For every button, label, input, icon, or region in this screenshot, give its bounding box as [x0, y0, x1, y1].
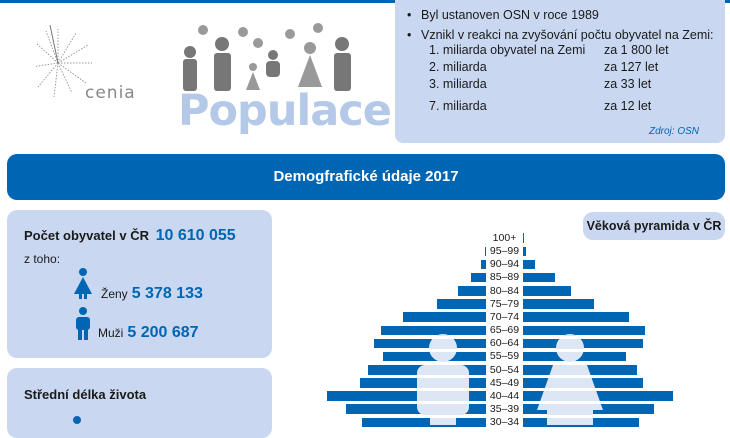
row-separator [300, 336, 700, 339]
row-label: 1. miliarda obyvatel na Zemi [429, 42, 604, 59]
bar-female [523, 404, 654, 414]
info-bullet: Byl ustanoven OSN v roce 1989 [407, 8, 725, 22]
total-value: 10 610 055 [156, 227, 236, 244]
bar-male [403, 312, 486, 322]
age-label: 60–64 [486, 337, 523, 349]
bar-male [471, 272, 486, 282]
women-label: Ženy [101, 287, 128, 301]
source-note: Zdroj: OSN [649, 126, 699, 137]
bar-female [523, 391, 673, 401]
bar-female [523, 365, 637, 375]
bar-female [523, 286, 571, 296]
bar-male [346, 404, 486, 414]
bar-male [458, 286, 486, 296]
man-icon [73, 307, 93, 341]
row-separator [300, 362, 700, 365]
age-label: 65–69 [486, 324, 523, 336]
cenia-logo-text: cenia [85, 83, 136, 103]
women-count: Ženy 5 378 133 [101, 285, 203, 303]
age-label: 45–49 [486, 377, 523, 389]
row-separator [300, 375, 700, 378]
row-separator [300, 388, 700, 391]
section-banner: Demogfrafické údaje 2017 [7, 154, 725, 200]
men-label: Muži [98, 326, 123, 340]
row-separator [300, 244, 700, 247]
bar-female [523, 272, 555, 282]
age-label: 35–39 [486, 403, 523, 415]
population-total: Počet obyvatel v ČR 10 610 055 [24, 227, 236, 245]
bar-male [381, 325, 486, 335]
age-label: 85–89 [486, 271, 523, 283]
bar-male [481, 259, 486, 269]
bar-female [523, 338, 643, 348]
bar-male [383, 351, 486, 361]
page-title: Populace [178, 86, 391, 136]
bar-female [523, 325, 645, 335]
row-label: 2. miliarda [429, 59, 604, 76]
bar-female [523, 259, 535, 269]
subtitle: z toho: [24, 252, 60, 266]
row-separator [300, 283, 700, 286]
row-value: za 12 let [604, 98, 651, 115]
age-label: 75–79 [486, 298, 523, 310]
men-count: Muži 5 200 687 [98, 324, 199, 342]
bar-female [523, 417, 639, 427]
bar-male [327, 391, 486, 401]
age-label: 100+ [486, 232, 523, 244]
row-separator [300, 296, 700, 299]
row-separator [300, 309, 700, 312]
age-label: 40–44 [486, 390, 523, 402]
age-label: 80–84 [486, 285, 523, 297]
row-value: za 127 let [604, 59, 658, 76]
life-expectancy-title: Střední délka života [24, 387, 146, 402]
info-box: Byl ustanoven OSN v roce 1989 Vznikl v r… [395, 0, 725, 143]
bar-female [523, 299, 594, 309]
row-label: 3. miliarda [429, 76, 604, 93]
total-label: Počet obyvatel v ČR [24, 228, 149, 243]
bar-female [523, 378, 643, 388]
bar-male [374, 338, 486, 348]
bar-male [485, 246, 486, 256]
row-separator [300, 349, 700, 352]
row-separator [300, 401, 700, 404]
women-value: 5 378 133 [132, 285, 203, 302]
age-label: 95–99 [486, 245, 523, 257]
age-label: 70–74 [486, 311, 523, 323]
row-label: 7. miliarda [429, 98, 604, 115]
bar-female [523, 246, 526, 256]
row-separator [300, 323, 700, 326]
life-expectancy-panel [7, 368, 272, 438]
age-label: 55–59 [486, 350, 523, 362]
bar-male [437, 299, 486, 309]
woman-icon [72, 268, 94, 300]
row-separator [300, 270, 700, 273]
row-value: za 33 let [604, 76, 651, 93]
age-label: 50–54 [486, 364, 523, 376]
person-icon [73, 416, 81, 424]
bar-female [523, 312, 629, 322]
age-label: 90–94 [486, 258, 523, 270]
bar-female [523, 351, 626, 361]
row-value: za 1 800 let [604, 42, 669, 59]
age-label: 30–34 [486, 416, 523, 428]
chart-title: Věková pyramida v ČR [583, 212, 725, 240]
row-separator [300, 415, 700, 418]
info-bullet: Vznikl v reakci na zvyšování počtu obyva… [407, 28, 725, 42]
bar-male [368, 365, 486, 375]
bar-male [362, 417, 486, 427]
men-value: 5 200 687 [127, 324, 198, 341]
row-separator [300, 257, 700, 260]
bar-male [360, 378, 486, 388]
